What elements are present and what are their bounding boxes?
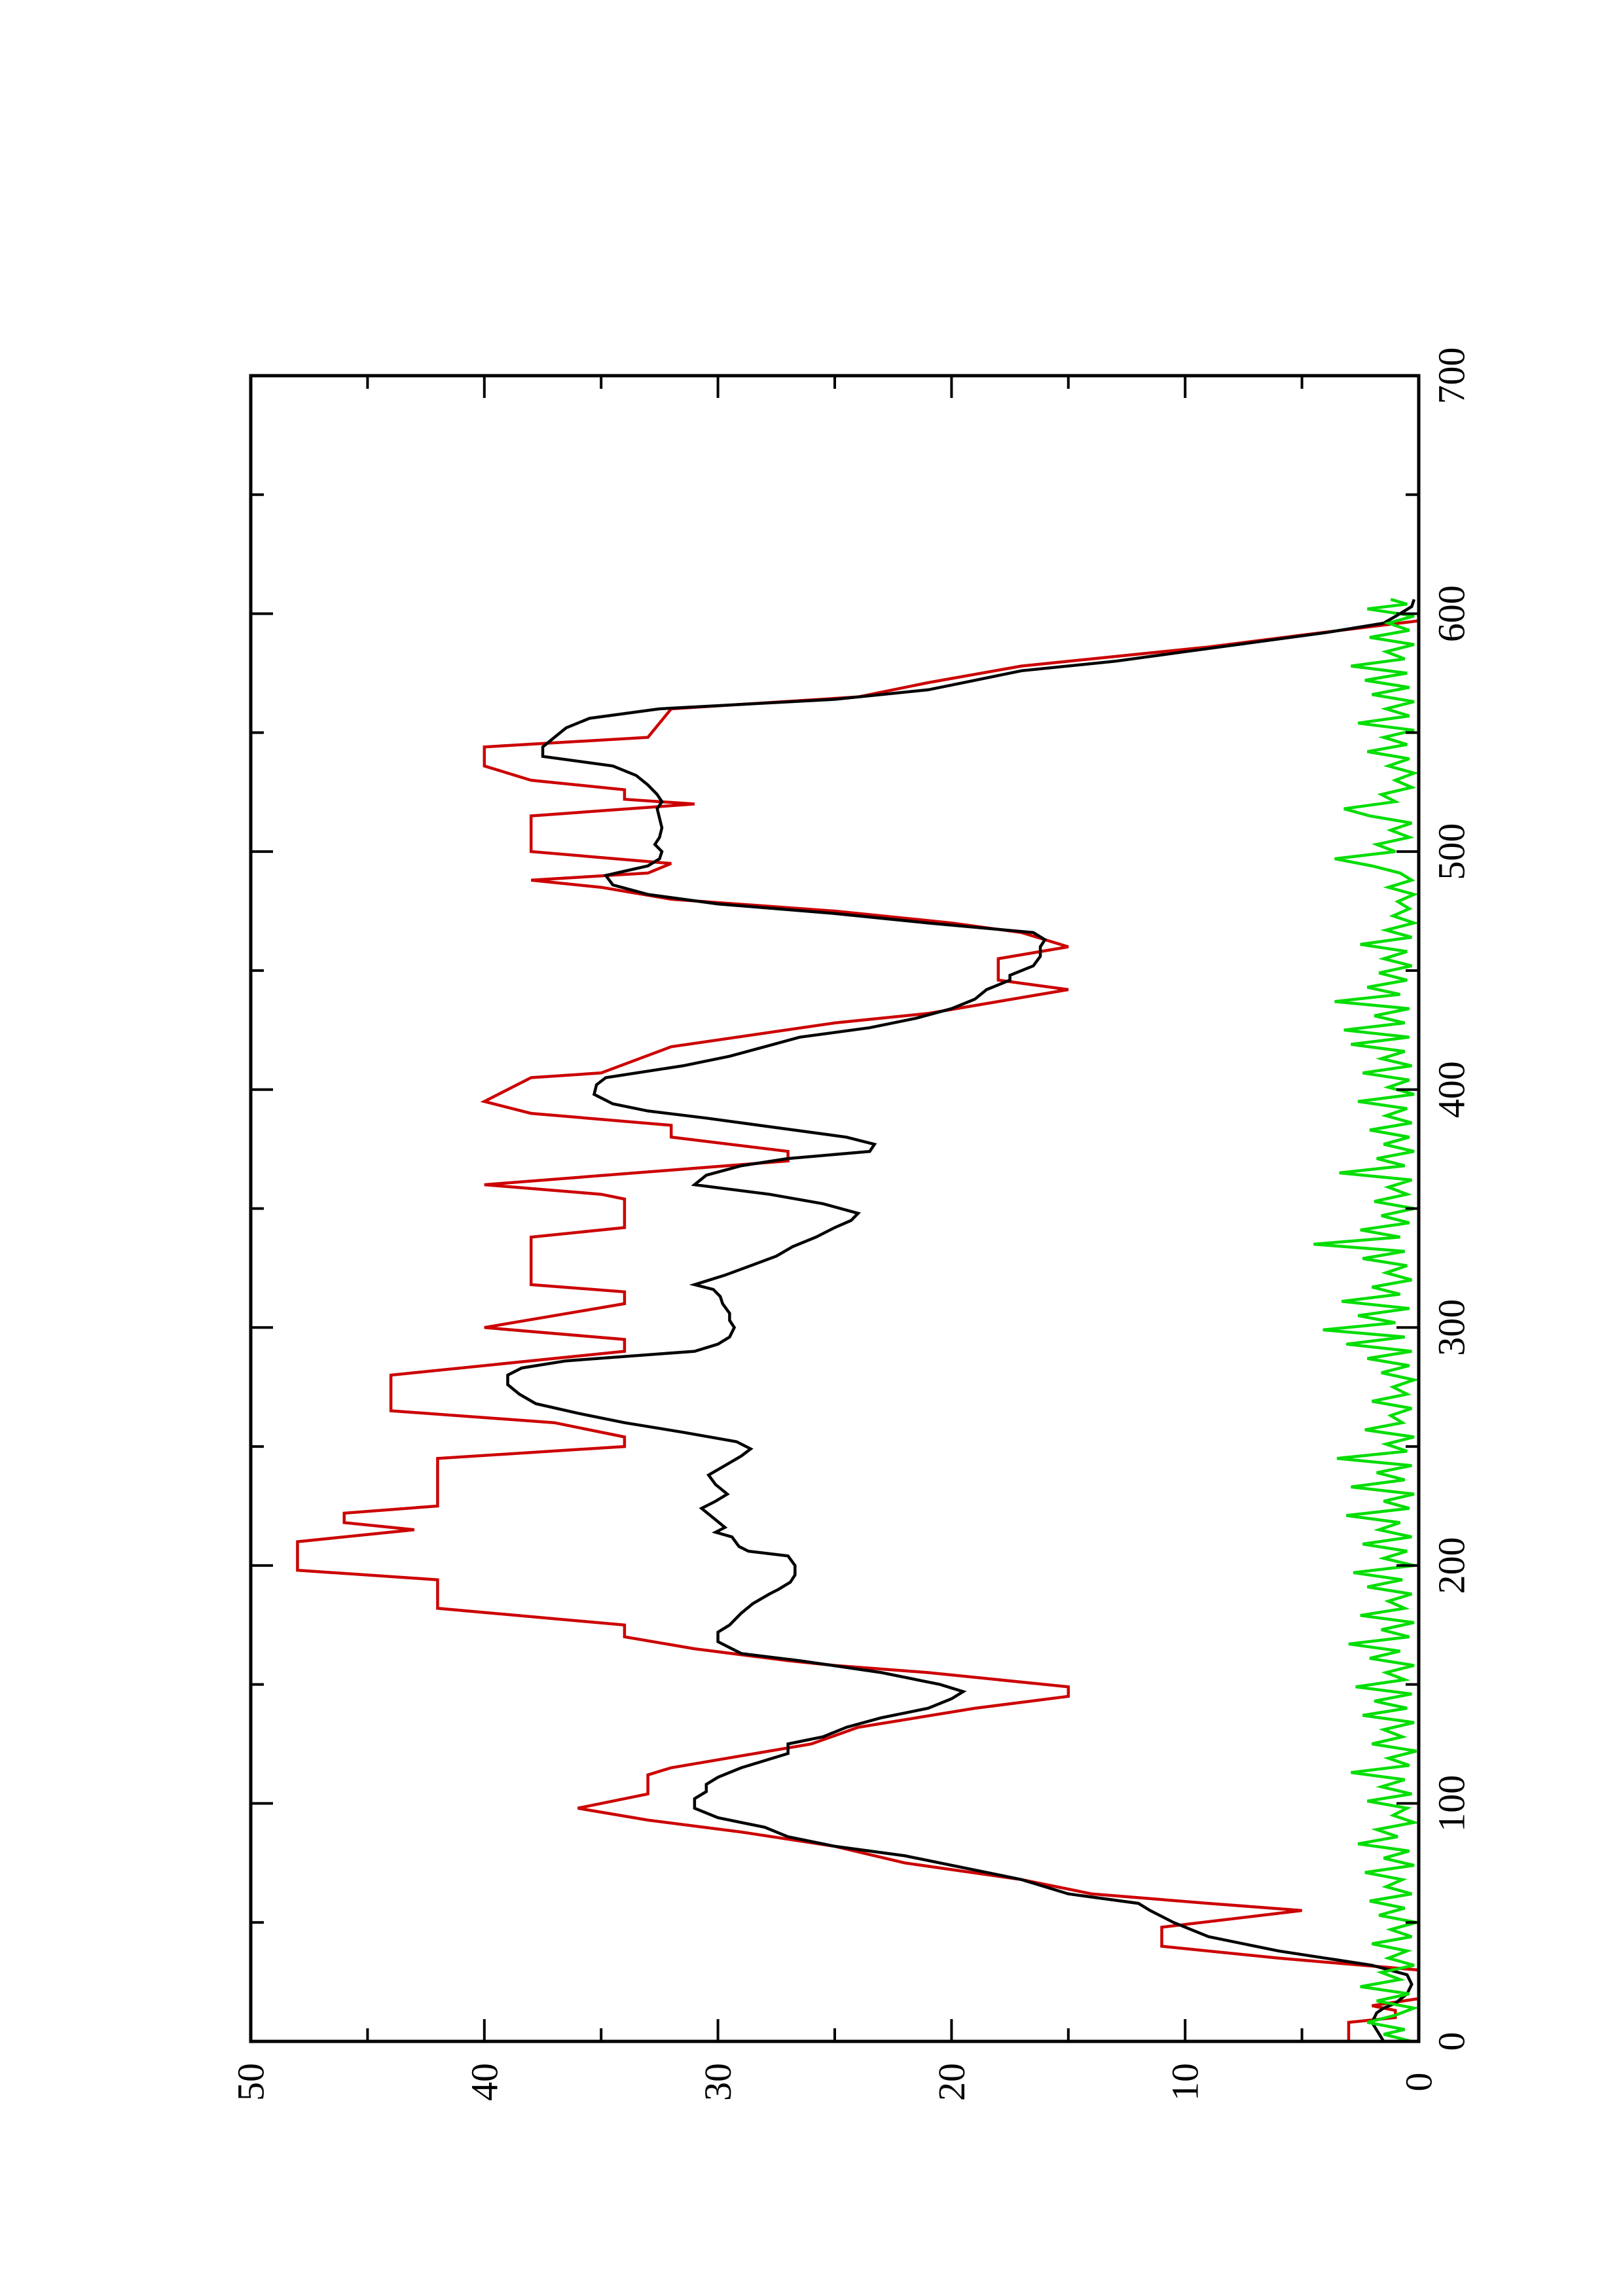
y-tick-label: 0 (1398, 2073, 1440, 2092)
series-line-1 (296, 599, 1421, 2041)
x-tick-label: 300 (1431, 1299, 1473, 1356)
x-tick-label: 600 (1431, 585, 1473, 642)
series-line-3 (1313, 598, 1420, 2043)
x-tick-label: 400 (1431, 1061, 1473, 1118)
y-tick-label: 30 (697, 2063, 739, 2101)
axes-layer: 0 100 200 300 400 500 600 700 0 10 20 30 40 50 (230, 348, 1473, 2102)
plot-frame (249, 374, 1421, 2043)
x-tick-label: 100 (1431, 1775, 1473, 1832)
y-tick-label: 20 (930, 2063, 973, 2101)
series-line-2 (506, 599, 1416, 2043)
x-tick-label: 0 (1431, 2032, 1473, 2051)
x-tick-label: 500 (1431, 823, 1473, 880)
y-tick-label: 10 (1164, 2063, 1207, 2101)
y-tick-label: 40 (463, 2063, 505, 2101)
y-tick-label: 50 (230, 2063, 272, 2101)
x-tick-label: 700 (1431, 348, 1473, 404)
x-tick-label: 200 (1431, 1537, 1473, 1594)
series-layer (296, 598, 1421, 2043)
